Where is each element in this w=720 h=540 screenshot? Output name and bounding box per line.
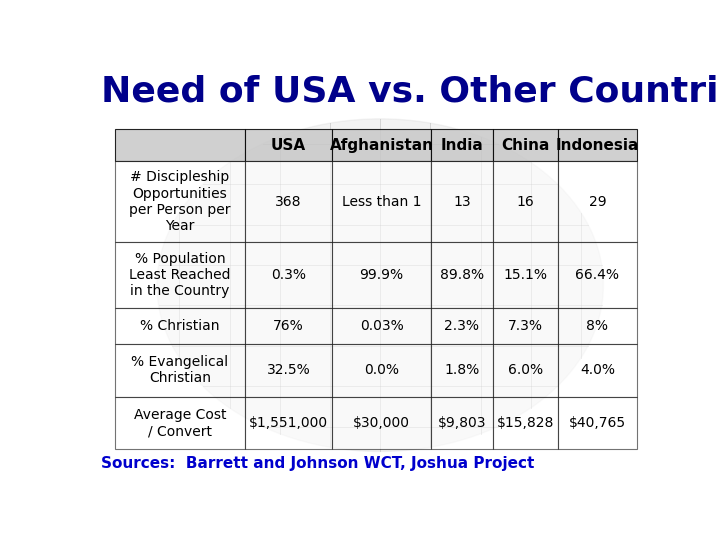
- Text: Sources:  Barrett and Johnson WCT, Joshua Project: Sources: Barrett and Johnson WCT, Joshua…: [101, 456, 534, 471]
- FancyBboxPatch shape: [431, 308, 493, 344]
- Text: Need of USA vs. Other Countries (cont’d): Need of USA vs. Other Countries (cont’d): [101, 75, 720, 109]
- Text: 99.9%: 99.9%: [359, 268, 404, 282]
- FancyBboxPatch shape: [558, 129, 637, 161]
- FancyBboxPatch shape: [493, 161, 558, 242]
- FancyBboxPatch shape: [493, 344, 558, 396]
- Text: % Evangelical
Christian: % Evangelical Christian: [132, 355, 228, 385]
- FancyBboxPatch shape: [115, 308, 245, 344]
- Text: $30,000: $30,000: [353, 416, 410, 430]
- FancyBboxPatch shape: [332, 242, 431, 308]
- Text: 32.5%: 32.5%: [266, 363, 310, 377]
- Text: 15.1%: 15.1%: [503, 268, 547, 282]
- FancyBboxPatch shape: [115, 242, 245, 308]
- Text: Less than 1: Less than 1: [342, 195, 421, 208]
- Text: 4.0%: 4.0%: [580, 363, 615, 377]
- FancyBboxPatch shape: [431, 161, 493, 242]
- Text: 2.3%: 2.3%: [444, 319, 480, 333]
- FancyBboxPatch shape: [558, 344, 637, 396]
- Text: Indonesia: Indonesia: [556, 138, 639, 153]
- Text: 76%: 76%: [273, 319, 304, 333]
- Text: 368: 368: [275, 195, 302, 208]
- Text: $40,765: $40,765: [569, 416, 626, 430]
- FancyBboxPatch shape: [115, 161, 245, 242]
- FancyBboxPatch shape: [493, 396, 558, 449]
- FancyBboxPatch shape: [332, 161, 431, 242]
- FancyBboxPatch shape: [558, 242, 637, 308]
- Text: 8%: 8%: [586, 319, 608, 333]
- Text: 29: 29: [588, 195, 606, 208]
- Text: 0.03%: 0.03%: [360, 319, 403, 333]
- FancyBboxPatch shape: [245, 129, 332, 161]
- Text: 66.4%: 66.4%: [575, 268, 619, 282]
- Text: Average Cost
/ Convert: Average Cost / Convert: [134, 408, 226, 438]
- FancyBboxPatch shape: [245, 396, 332, 449]
- FancyBboxPatch shape: [115, 396, 245, 449]
- Text: $15,828: $15,828: [497, 416, 554, 430]
- Text: China: China: [501, 138, 549, 153]
- FancyBboxPatch shape: [245, 242, 332, 308]
- FancyBboxPatch shape: [332, 396, 431, 449]
- FancyBboxPatch shape: [115, 344, 245, 396]
- Text: India: India: [441, 138, 483, 153]
- Text: $9,803: $9,803: [438, 416, 486, 430]
- Text: # Discipleship
Opportunities
per Person per
Year: # Discipleship Opportunities per Person …: [129, 171, 230, 233]
- FancyBboxPatch shape: [332, 344, 431, 396]
- Text: 13: 13: [453, 195, 471, 208]
- Text: Afghanistan: Afghanistan: [330, 138, 433, 153]
- FancyBboxPatch shape: [245, 344, 332, 396]
- FancyBboxPatch shape: [558, 396, 637, 449]
- Text: % Christian: % Christian: [140, 319, 220, 333]
- FancyBboxPatch shape: [115, 129, 245, 161]
- Text: 16: 16: [516, 195, 534, 208]
- Text: % Population
Least Reached
in the Country: % Population Least Reached in the Countr…: [129, 252, 230, 298]
- FancyBboxPatch shape: [493, 242, 558, 308]
- Circle shape: [157, 119, 603, 451]
- Text: 0.3%: 0.3%: [271, 268, 306, 282]
- FancyBboxPatch shape: [332, 308, 431, 344]
- FancyBboxPatch shape: [431, 396, 493, 449]
- FancyBboxPatch shape: [558, 161, 637, 242]
- FancyBboxPatch shape: [332, 129, 431, 161]
- FancyBboxPatch shape: [431, 129, 493, 161]
- Text: 6.0%: 6.0%: [508, 363, 543, 377]
- FancyBboxPatch shape: [493, 129, 558, 161]
- Text: $1,551,000: $1,551,000: [249, 416, 328, 430]
- FancyBboxPatch shape: [558, 308, 637, 344]
- Text: 1.8%: 1.8%: [444, 363, 480, 377]
- FancyBboxPatch shape: [431, 344, 493, 396]
- Text: USA: USA: [271, 138, 306, 153]
- Text: 0.0%: 0.0%: [364, 363, 399, 377]
- FancyBboxPatch shape: [245, 161, 332, 242]
- FancyBboxPatch shape: [431, 242, 493, 308]
- FancyBboxPatch shape: [493, 308, 558, 344]
- Text: 89.8%: 89.8%: [440, 268, 484, 282]
- FancyBboxPatch shape: [245, 308, 332, 344]
- Text: 7.3%: 7.3%: [508, 319, 543, 333]
